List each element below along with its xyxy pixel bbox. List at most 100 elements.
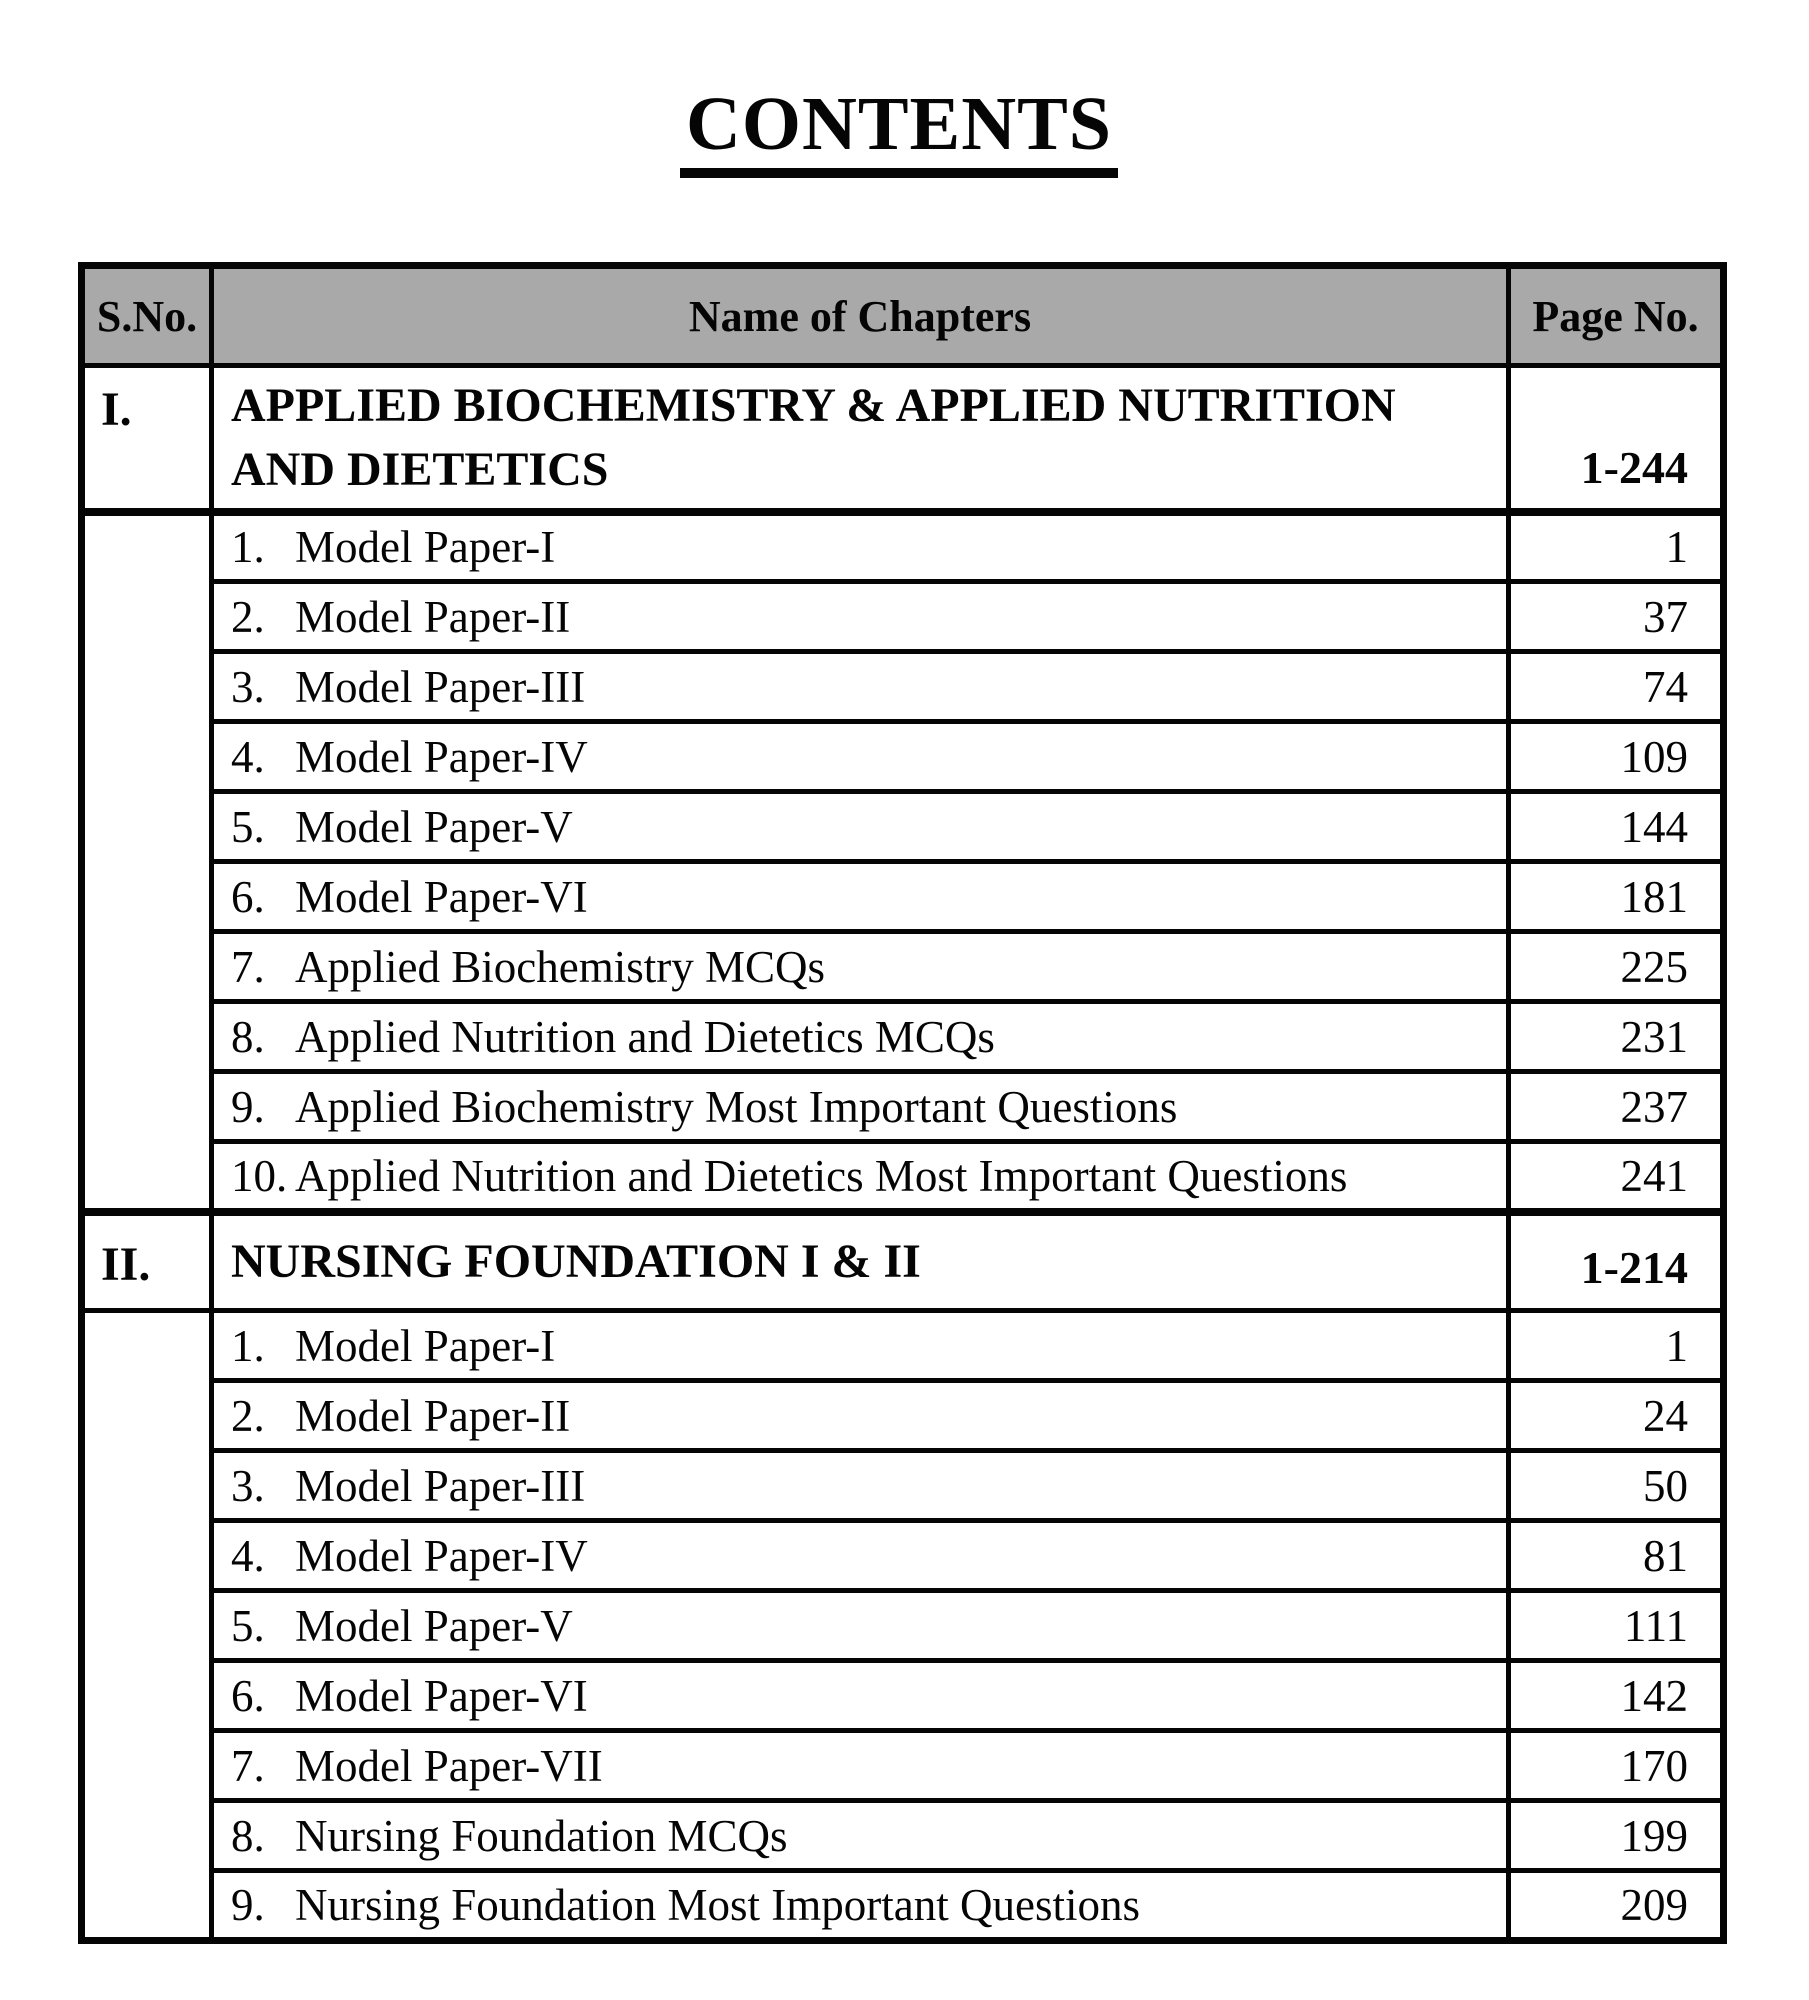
- section-title: APPLIED BIOCHEMISTRY & APPLIED NUTRITION…: [209, 363, 1511, 516]
- chapter-number: 2.: [231, 591, 265, 642]
- chapter-number: 9.: [231, 1081, 265, 1132]
- chapter-name: Applied Nutrition and Dietetics Most Imp…: [295, 1150, 1348, 1201]
- chapter-cell: 6. Model Paper-VI: [209, 1658, 1511, 1733]
- chapter-row: 8. Nursing Foundation MCQs 199: [82, 1798, 1726, 1873]
- page-number: 81: [1506, 1518, 1726, 1593]
- table-header-row: S.No. Name of Chapters Page No.: [79, 263, 1726, 368]
- chapter-number: 1.: [231, 1320, 265, 1371]
- chapter-name: Model Paper-II: [295, 1390, 571, 1441]
- page-number: 74: [1506, 649, 1726, 724]
- section-title: NURSING FOUNDATION I & II: [209, 1207, 1511, 1313]
- chapter-name: Applied Nutrition and Dietetics MCQs: [295, 1011, 995, 1062]
- chapter-number: 4.: [231, 1530, 265, 1581]
- chapter-name: Model Paper-I: [295, 522, 556, 573]
- page-number: 111: [1506, 1588, 1726, 1663]
- chapter-number: 6.: [231, 871, 265, 922]
- chapter-number: 8.: [231, 1810, 265, 1861]
- chapter-cell: 8. Nursing Foundation MCQs: [209, 1798, 1511, 1873]
- chapter-name: Model Paper-VI: [295, 1670, 588, 1721]
- chapter-number: 8.: [231, 1011, 265, 1062]
- chapter-cell: 8. Applied Nutrition and Dietetics MCQs: [209, 999, 1511, 1074]
- chapter-row: 7. Applied Biochemistry MCQs 225: [82, 929, 1726, 1004]
- chapter-row: 1. Model Paper-I 1: [79, 509, 1726, 1214]
- chapter-cell: 7. Model Paper-VII: [209, 1728, 1511, 1803]
- chapter-number: 3.: [231, 661, 265, 712]
- chapter-number: 2.: [231, 1390, 265, 1441]
- chapter-number: 6.: [231, 1670, 265, 1721]
- chapter-name: Nursing Foundation Most Important Questi…: [295, 1880, 1140, 1930]
- chapter-row: 8. Applied Nutrition and Dietetics MCQs 2…: [82, 999, 1726, 1074]
- section-row: II. NURSING FOUNDATION I & II 1-214: [79, 1207, 1726, 1313]
- section-page-range: 1-214: [1506, 1207, 1726, 1313]
- chapter-row: 6. Model Paper-VI 142: [82, 1658, 1726, 1733]
- chapter-cell: 5. Model Paper-V: [209, 789, 1511, 864]
- chapter-name: Model Paper-V: [295, 1600, 573, 1651]
- chapter-number: 3.: [231, 1460, 265, 1511]
- chapter-name: Model Paper-V: [295, 801, 573, 852]
- chapter-name: Model Paper-IV: [295, 1530, 588, 1581]
- chapter-number: 1.: [231, 522, 265, 573]
- chapter-name: Model Paper-IV: [295, 731, 588, 782]
- sno-spacer: [79, 1308, 214, 1943]
- chapter-row: 5. Model Paper-V 111: [82, 1588, 1726, 1663]
- col-header-sno: S.No.: [79, 263, 214, 368]
- col-header-page: Page No.: [1506, 263, 1726, 368]
- page-number: 199: [1506, 1798, 1726, 1873]
- page-number: 109: [1506, 719, 1726, 794]
- page-number: 144: [1506, 789, 1726, 864]
- col-header-chapters: Name of Chapters: [209, 263, 1511, 368]
- sno-spacer: [79, 509, 214, 1214]
- page-number: 181: [1506, 859, 1726, 934]
- chapter-row: 5. Model Paper-V 144: [82, 789, 1726, 864]
- chapter-name: Model Paper-VII: [295, 1740, 603, 1791]
- chapter-name: Nursing Foundation MCQs: [295, 1810, 788, 1861]
- page-number: 231: [1506, 999, 1726, 1074]
- chapter-row: 2. Model Paper-II 37: [82, 579, 1726, 654]
- chapter-name: Model Paper-III: [295, 661, 586, 712]
- chapter-cell: 7. Applied Biochemistry MCQs: [209, 929, 1511, 1004]
- chapter-row: 4. Model Paper-IV 109: [82, 719, 1726, 794]
- chapter-number: 7.: [231, 1740, 265, 1791]
- chapter-cell: 4. Model Paper-IV: [209, 1518, 1511, 1593]
- page-number: 37: [1506, 579, 1726, 654]
- page-number: 225: [1506, 929, 1726, 1004]
- chapter-row: 2. Model Paper-II 24: [82, 1378, 1726, 1453]
- page-title: CONTENTS: [679, 86, 1119, 178]
- chapter-row: 10. Applied Nutrition and Dietetics Most …: [82, 1139, 1726, 1214]
- section-row: I. APPLIED BIOCHEMISTRY & APPLIED NUTRIT…: [79, 363, 1726, 516]
- chapter-cell: 3. Model Paper-III: [209, 649, 1511, 724]
- page-number: 50: [1506, 1448, 1726, 1523]
- section-serial: II.: [79, 1207, 214, 1313]
- chapter-row: 6. Model Paper-VI 181: [82, 859, 1726, 934]
- chapter-row: 3. Model Paper-III 50: [82, 1448, 1726, 1523]
- chapter-row: 1. Model Paper-I 1: [79, 1308, 1726, 1943]
- chapter-cell: 10. Applied Nutrition and Dietetics Most …: [209, 1139, 1511, 1214]
- page-number: 1: [1506, 1308, 1726, 1383]
- chapter-number: 4.: [231, 731, 265, 782]
- chapter-cell: 3. Model Paper-III: [209, 1448, 1511, 1523]
- section-title-line: APPLIED BIOCHEMISTRY & APPLIED NUTRITION: [231, 378, 1396, 432]
- title-wrap: CONTENTS: [78, 86, 1720, 178]
- chapter-cell: 2. Model Paper-II: [209, 1378, 1511, 1453]
- page-number: 142: [1506, 1658, 1726, 1733]
- page-number: 170: [1506, 1728, 1726, 1803]
- chapter-cell: 2. Model Paper-II: [209, 579, 1511, 654]
- chapter-name: Model Paper-III: [295, 1460, 586, 1511]
- section-title-line: NURSING FOUNDATION I & II: [231, 1234, 921, 1288]
- chapter-cell: 9. Nursing Foundation Most Important Ques…: [209, 1868, 1511, 1943]
- chapter-number: 9.: [231, 1880, 265, 1930]
- chapter-cell: 9. Applied Biochemistry Most Important Qu…: [209, 1069, 1511, 1144]
- chapter-number: 10.: [231, 1150, 288, 1201]
- page-number: 1: [1506, 509, 1726, 584]
- chapter-name: Model Paper-II: [295, 591, 571, 642]
- chapter-number: 5.: [231, 801, 265, 852]
- section-page-range: 1-244: [1506, 363, 1726, 516]
- page-number: 241: [1506, 1139, 1726, 1214]
- chapter-row: 9. Applied Biochemistry Most Important Qu…: [82, 1069, 1726, 1144]
- chapter-name: Model Paper-VI: [295, 871, 588, 922]
- chapter-cell: 6. Model Paper-VI: [209, 859, 1511, 934]
- page-number: 209: [1506, 1868, 1726, 1943]
- page-number: 237: [1506, 1069, 1726, 1144]
- chapter-row: 3. Model Paper-III 74: [82, 649, 1726, 724]
